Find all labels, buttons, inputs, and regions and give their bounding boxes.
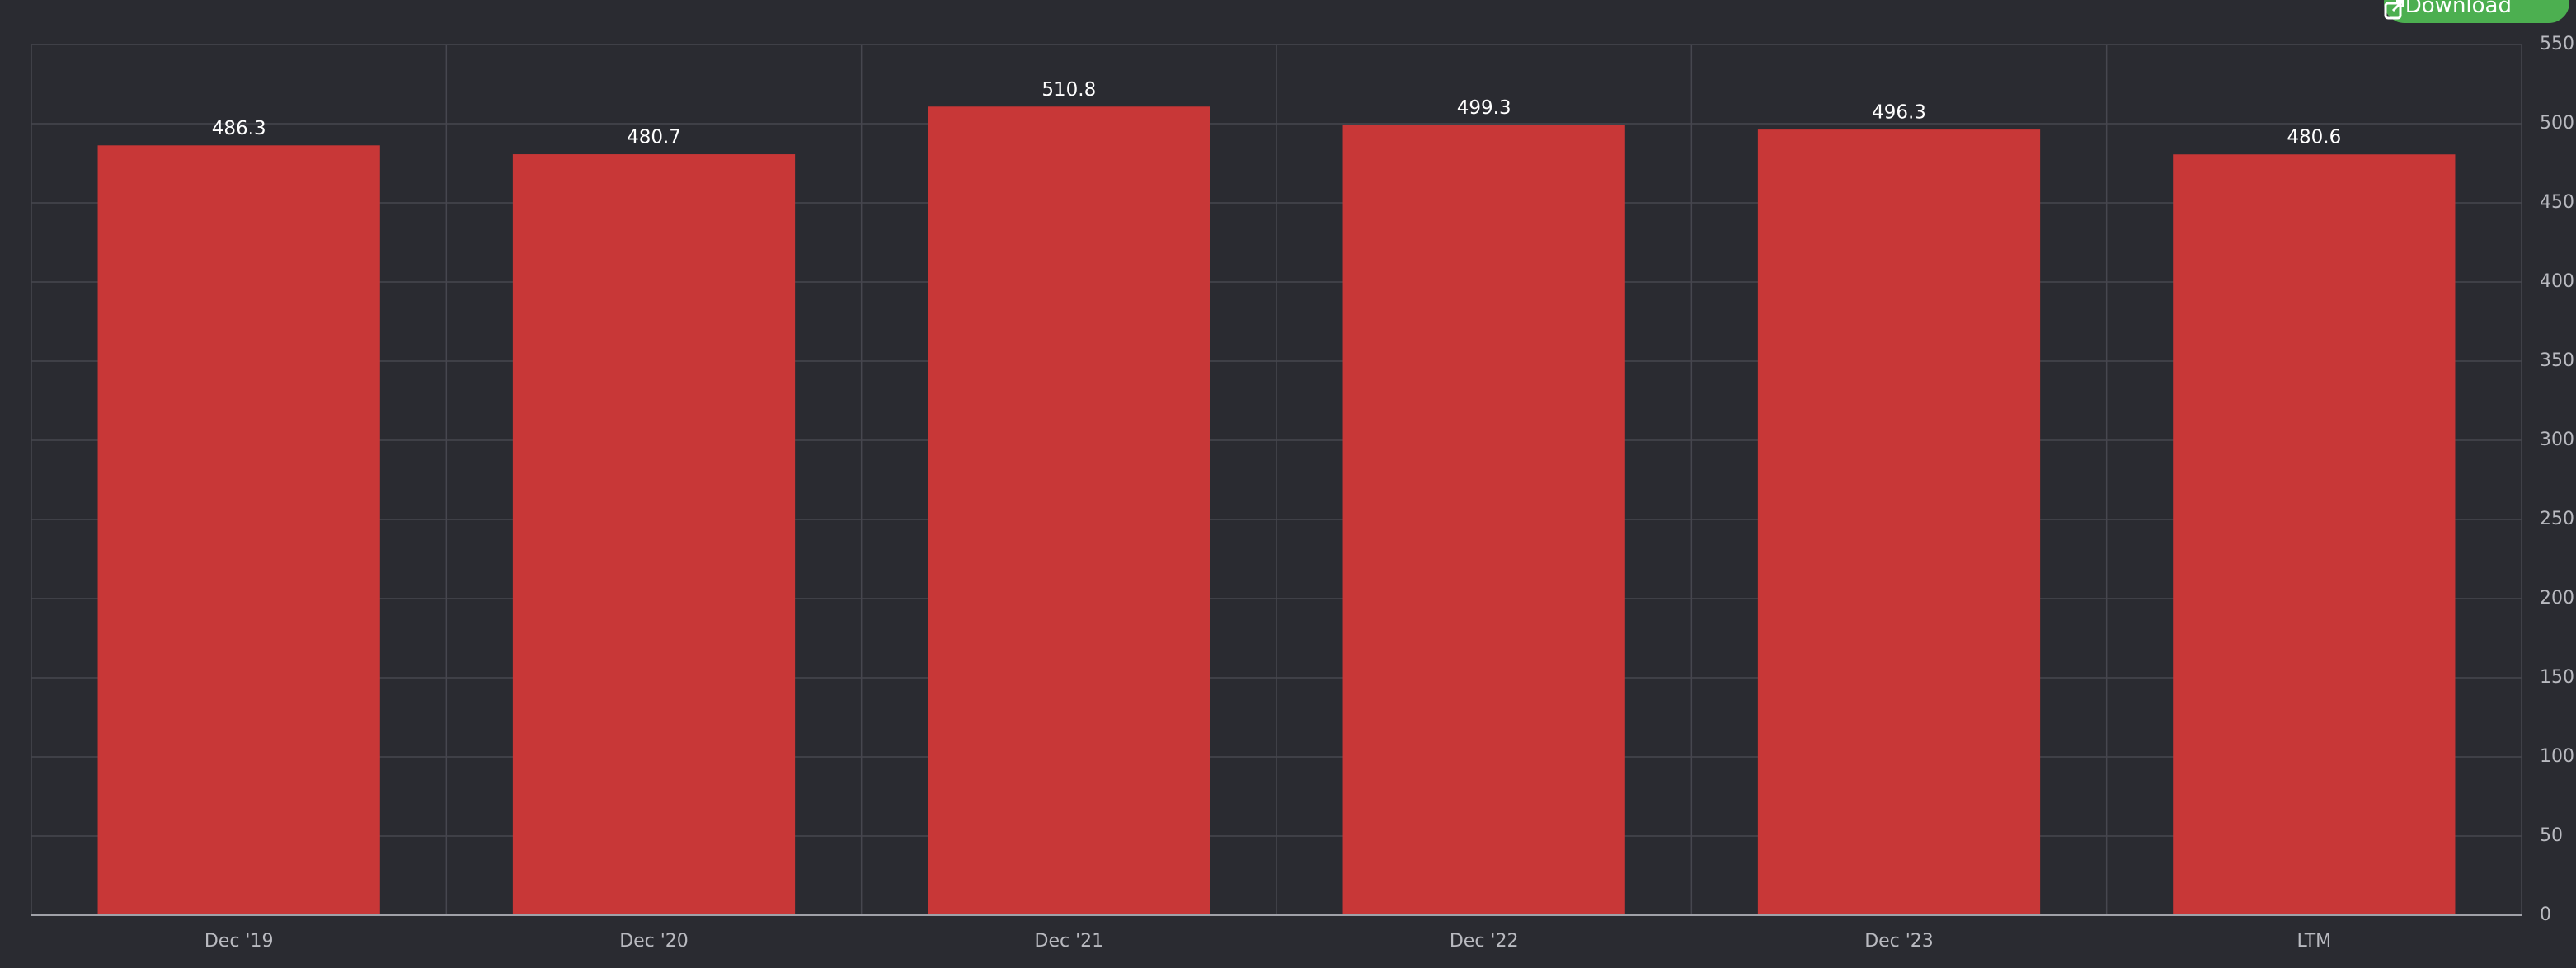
value-label: 480.6 [2287,127,2341,148]
y-tick-label: 0 [2540,905,2551,925]
bar [928,106,1210,915]
value-label: 510.8 [1041,79,1096,101]
bar [1342,125,1625,915]
value-label: 486.3 [212,118,266,139]
y-tick-label: 250 [2540,509,2574,529]
x-tick-label: Dec '22 [1450,931,1519,952]
bar [97,145,380,915]
y-tick-label: 500 [2540,113,2574,134]
x-tick-label: Dec '21 [1035,931,1104,952]
x-tick-label: Dec '20 [619,931,689,952]
x-tick-label: Dec '23 [1864,931,1934,952]
bar [512,154,796,915]
download-icon [2384,0,2404,20]
x-tick-label: LTM [2297,931,2332,952]
y-tick-label: 400 [2540,271,2574,292]
download-button[interactable]: Download [2383,0,2569,23]
bar [2173,154,2456,916]
x-tick-label: Dec '19 [204,931,274,952]
y-tick-label: 100 [2540,746,2574,767]
y-tick-label: 150 [2540,667,2574,688]
y-tick-label: 200 [2540,588,2574,609]
y-tick-label: 450 [2540,192,2574,213]
value-label: 496.3 [1872,102,1926,124]
y-tick-label: 550 [2540,34,2574,54]
y-tick-label: 300 [2540,430,2574,450]
y-tick-label: 350 [2540,350,2574,371]
value-label: 480.7 [627,127,681,148]
bar [1757,129,2041,915]
download-label: Download [2404,0,2512,18]
y-tick-label: 50 [2540,825,2563,846]
value-label: 499.3 [1457,97,1511,119]
